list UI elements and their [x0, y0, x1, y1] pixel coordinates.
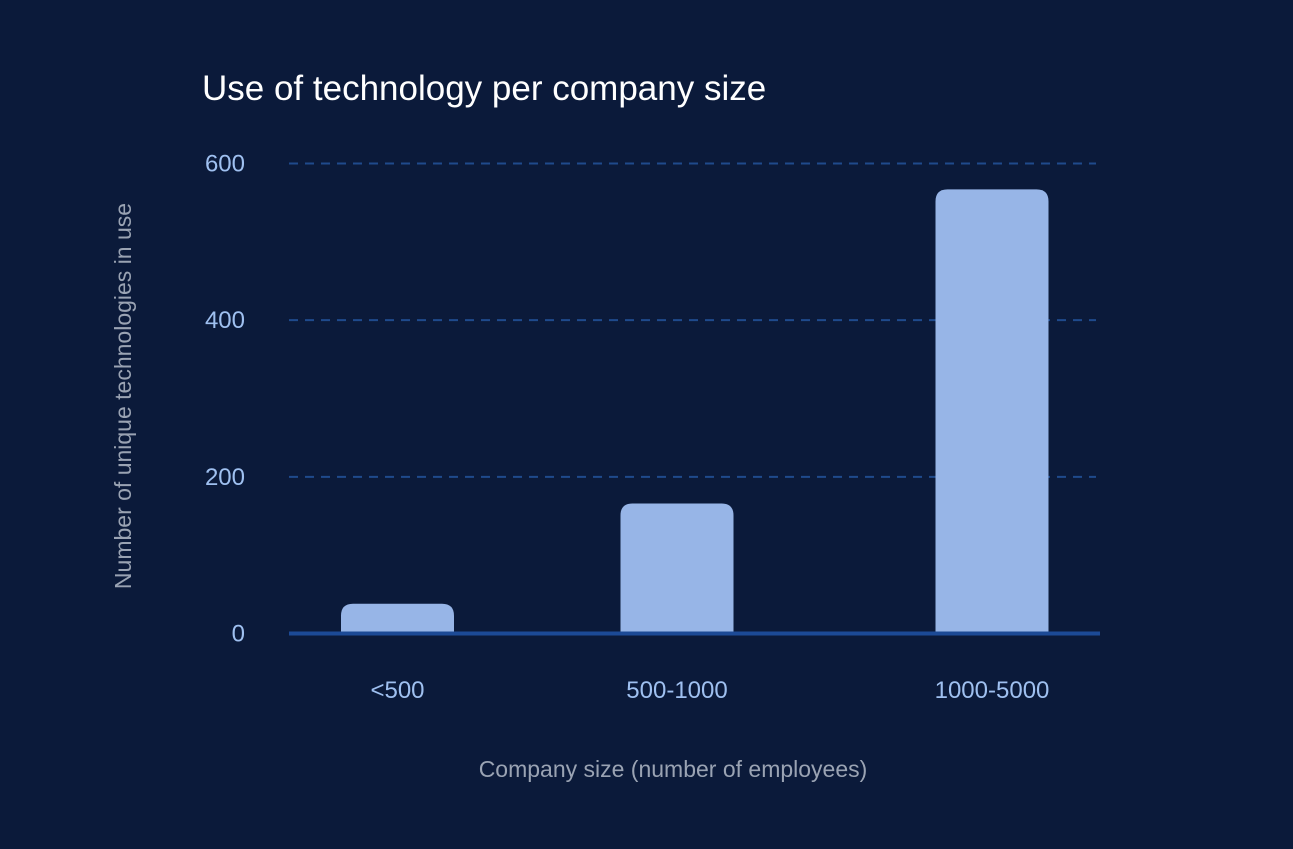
bar-1 [341, 603, 454, 634]
y-tick-label: 400 [205, 307, 245, 334]
x-tick-label: <500 [370, 677, 424, 704]
y-tick-label: 600 [205, 151, 245, 178]
x-axis-title: Company size (number of employees) [479, 756, 868, 782]
bars [341, 189, 1049, 634]
y-tick-labels: 0 200 400 600 [205, 151, 245, 648]
y-axis-title: Number of unique technologies in use [110, 203, 136, 589]
x-tick-label: 500-1000 [626, 677, 727, 704]
chart-title: Use of technology per company size [202, 69, 766, 108]
bar-3 [935, 189, 1049, 634]
x-tick-label: 1000-5000 [935, 677, 1050, 704]
bar-2 [620, 503, 734, 634]
x-tick-labels: <500 500-1000 1000-5000 [370, 677, 1049, 704]
y-tick-label: 0 [232, 621, 245, 648]
y-tick-label: 200 [205, 464, 245, 491]
